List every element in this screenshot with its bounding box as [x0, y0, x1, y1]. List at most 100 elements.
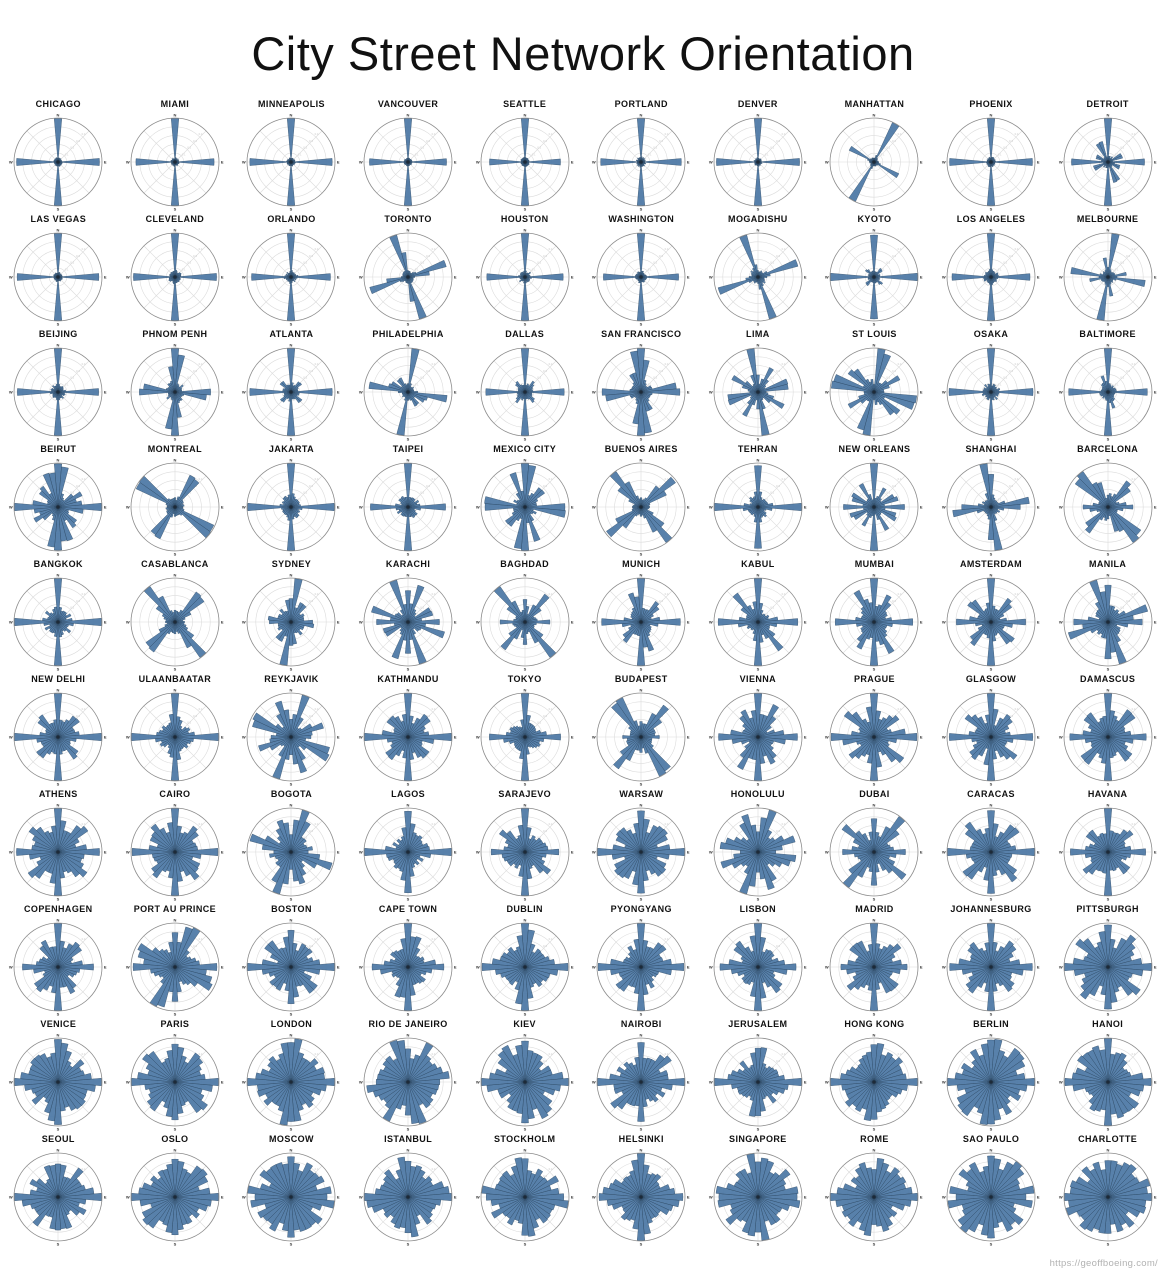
compass-label-e: E — [337, 389, 340, 394]
city-name: ORLANDO — [267, 214, 316, 224]
compass-label-s: S — [290, 897, 293, 902]
svg-text:0.3: 0.3 — [309, 1059, 313, 1063]
svg-text:0.4: 0.4 — [315, 477, 319, 481]
compass-label-e: E — [920, 1194, 923, 1199]
svg-text:0.2: 0.2 — [304, 836, 308, 840]
compass-label-n: N — [640, 688, 643, 693]
svg-text:0.4: 0.4 — [1015, 247, 1019, 251]
svg-text:0.4: 0.4 — [548, 822, 552, 826]
compass-label-s: S — [1106, 437, 1109, 442]
compass-label-w: W — [9, 849, 13, 854]
compass-label-w: W — [126, 389, 130, 394]
radial-tick-labels: 0.10.20.30.4 — [65, 132, 86, 156]
compass-label-w: W — [709, 274, 713, 279]
compass-label-s: S — [873, 437, 876, 442]
compass-label-w: W — [242, 1079, 246, 1084]
footer-url[interactable]: https://geoffboeing.com/ — [1049, 1258, 1158, 1269]
compass-label-e: E — [104, 389, 107, 394]
svg-text:0.3: 0.3 — [1126, 139, 1130, 143]
compass-label-n: N — [523, 1033, 526, 1038]
svg-text:0.2: 0.2 — [770, 261, 774, 265]
city-name: TEHRAN — [737, 444, 778, 454]
city-cell: ORLANDO 0.1 0.2 0.3 0.4 N E S W — [233, 214, 350, 329]
svg-text:0.1: 0.1 — [182, 267, 186, 271]
svg-text:0.3: 0.3 — [1009, 599, 1013, 603]
svg-text:0.3: 0.3 — [1126, 599, 1130, 603]
svg-text:0.2: 0.2 — [71, 376, 75, 380]
city-name: PARIS — [160, 1019, 190, 1029]
city-name: OSLO — [161, 1134, 189, 1144]
compass-label-s: S — [174, 207, 177, 212]
svg-text:0.3: 0.3 — [1009, 484, 1013, 488]
compass-label-w: W — [242, 964, 246, 969]
city-name: CARACAS — [967, 789, 1015, 799]
svg-text:0.1: 0.1 — [182, 382, 186, 386]
compass-label-n: N — [640, 1033, 643, 1038]
compass-label-e: E — [920, 504, 923, 509]
compass-label-s: S — [990, 207, 993, 212]
svg-text:0.4: 0.4 — [665, 362, 669, 366]
compass-label-w: W — [1059, 159, 1063, 164]
compass-label-e: E — [1037, 274, 1040, 279]
svg-text:0.3: 0.3 — [309, 829, 313, 833]
compass-label-s: S — [1106, 207, 1109, 212]
compass-label-e: E — [337, 619, 340, 624]
compass-label-w: W — [1059, 504, 1063, 509]
city-cell: BEIJING 0.1 0.2 0.3 0.4 N E S W — [0, 329, 117, 444]
city-name: KARACHI — [385, 559, 431, 569]
compass-label-s: S — [873, 552, 876, 557]
compass-label-s: S — [174, 667, 177, 672]
svg-text:0.3: 0.3 — [543, 139, 547, 143]
svg-text:0.4: 0.4 — [1131, 477, 1135, 481]
compass-label-n: N — [990, 343, 993, 348]
svg-text:0.1: 0.1 — [182, 152, 186, 156]
compass-label-e: E — [571, 389, 574, 394]
city-name: VIENNA — [739, 674, 777, 684]
svg-text:0.4: 0.4 — [1131, 247, 1135, 251]
city-cell: PHNOM PENH 0.1 0.2 0.3 0.4 N E S W — [117, 329, 234, 444]
svg-text:0.4: 0.4 — [665, 1167, 669, 1171]
compass-label-n: N — [407, 228, 410, 233]
compass-label-e: E — [1154, 619, 1157, 624]
compass-label-s: S — [174, 782, 177, 787]
compass-label-n: N — [523, 228, 526, 233]
svg-text:0.3: 0.3 — [543, 944, 547, 948]
svg-text:0.3: 0.3 — [309, 944, 313, 948]
compass-label-n: N — [990, 1033, 993, 1038]
compass-label-e: E — [571, 274, 574, 279]
svg-text:0.3: 0.3 — [193, 714, 197, 718]
compass-label-e: E — [687, 274, 690, 279]
compass-label-s: S — [523, 897, 526, 902]
compass-label-s: S — [523, 552, 526, 557]
city-name: HONG KONG — [844, 1019, 905, 1029]
compass-label-w: W — [942, 274, 946, 279]
svg-text:0.2: 0.2 — [304, 721, 308, 725]
compass-label-w: W — [825, 504, 829, 509]
compass-label-n: N — [873, 343, 876, 348]
svg-text:0.1: 0.1 — [881, 497, 885, 501]
compass-label-s: S — [290, 552, 293, 557]
compass-label-w: W — [592, 619, 596, 624]
svg-text:0.3: 0.3 — [776, 829, 780, 833]
compass-label-e: E — [804, 504, 807, 509]
city-name: CAIRO — [159, 789, 191, 799]
city-name: BAGHDAD — [500, 559, 550, 569]
compass-label-e: E — [454, 274, 457, 279]
svg-text:0.1: 0.1 — [1114, 267, 1118, 271]
city-name: TORONTO — [384, 214, 432, 224]
svg-text:0.3: 0.3 — [1126, 369, 1130, 373]
svg-text:0.2: 0.2 — [420, 491, 424, 495]
